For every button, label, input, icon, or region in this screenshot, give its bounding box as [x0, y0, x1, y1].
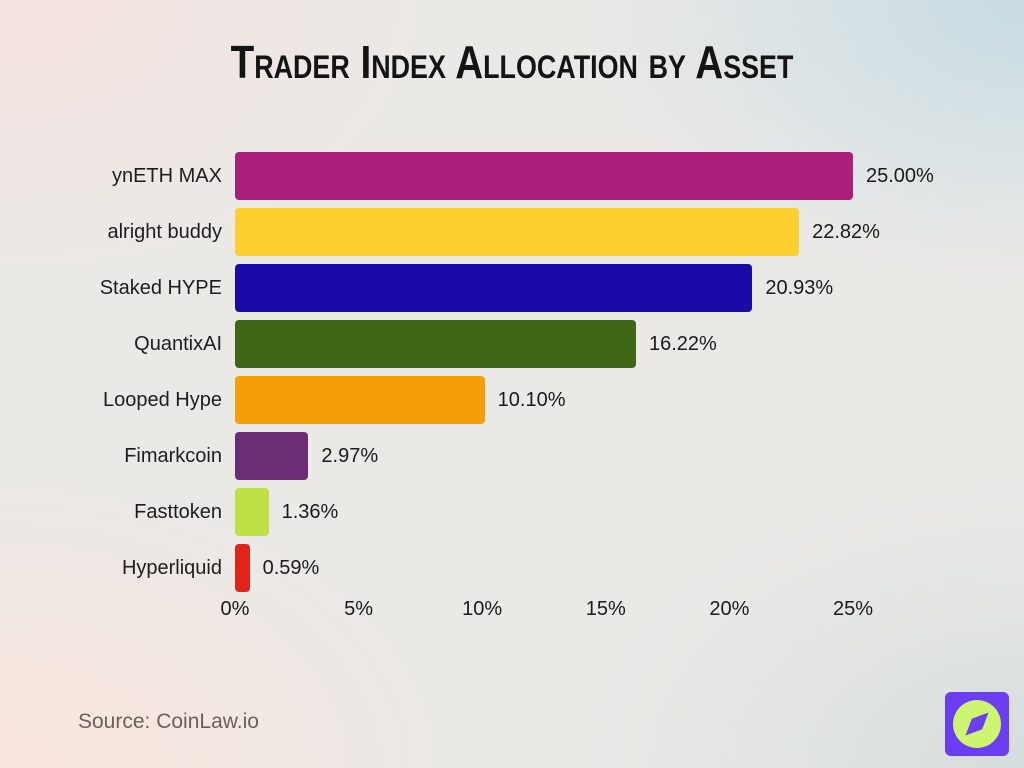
value-label-hyperliquid: 0.59%: [262, 557, 320, 579]
value-label-looped-hype: 10.10%: [497, 389, 566, 411]
x-tick-10: 10%: [462, 598, 503, 620]
category-label-fimarkcoin: Fimarkcoin: [124, 445, 222, 467]
bar-fimarkcoin: [235, 432, 309, 480]
bar-yneth-max: [235, 152, 853, 200]
category-label-hyperliquid: Hyperliquid: [121, 557, 222, 579]
value-label-quantixai: 16.22%: [648, 333, 717, 355]
value-label-fimarkcoin: 2.97%: [321, 445, 379, 467]
category-label-alright-buddy: alright buddy: [107, 221, 222, 243]
x-tick-25: 25%: [832, 598, 874, 620]
value-label-alright-buddy: 22.82%: [812, 221, 880, 243]
bar-hyperliquid: [235, 544, 250, 592]
coinlaw-logo: [945, 692, 1009, 756]
bar-alright-buddy: [235, 208, 800, 256]
source-text: Source: CoinLaw.io: [78, 710, 259, 733]
bar-quantixai: [235, 320, 636, 368]
x-tick-15: 15%: [585, 598, 626, 620]
chart-title: Trader Index Allocation by Asset: [230, 36, 794, 88]
category-label-yneth-max: ynETH MAX: [111, 165, 222, 187]
bar-staked-hype: [235, 264, 753, 312]
value-label-staked-hype: 20.93%: [765, 277, 834, 299]
compass-icon: [945, 692, 1009, 756]
category-label-looped-hype: Looped Hype: [103, 389, 222, 411]
x-tick-20: 20%: [709, 598, 750, 620]
bar-looped-hype: [235, 376, 485, 424]
category-label-quantixai: QuantixAI: [134, 333, 222, 355]
bar-fasttoken: [235, 488, 269, 536]
category-label-fasttoken: Fasttoken: [134, 501, 222, 523]
x-tick-5: 5%: [344, 598, 374, 620]
x-tick-0: 0%: [220, 598, 250, 620]
value-label-yneth-max: 25.00%: [866, 165, 934, 187]
value-label-fasttoken: 1.36%: [281, 501, 339, 523]
category-label-staked-hype: Staked HYPE: [99, 277, 222, 299]
